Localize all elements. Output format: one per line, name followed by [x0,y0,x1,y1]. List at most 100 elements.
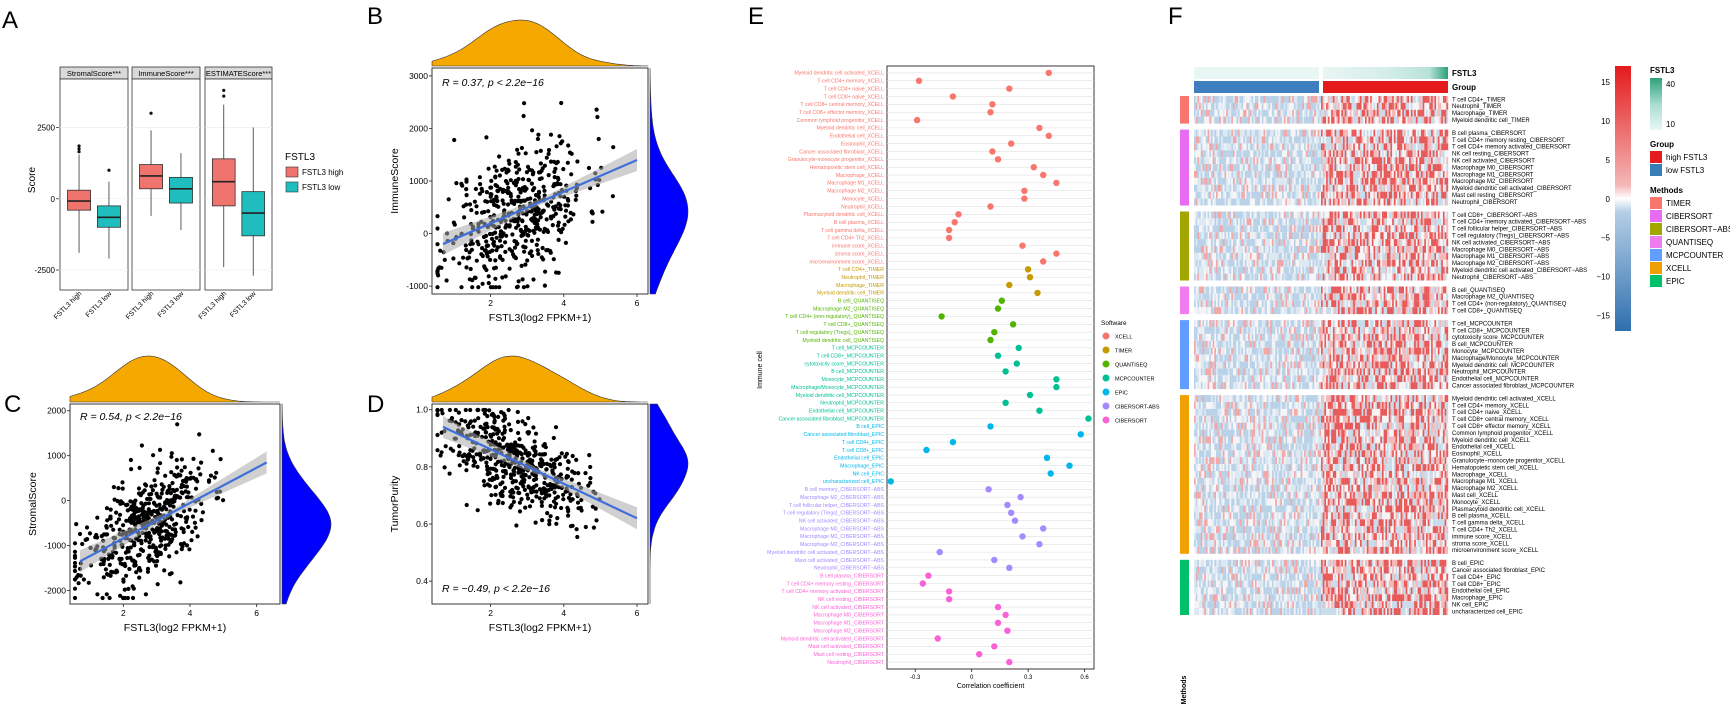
outlier-point [149,111,153,115]
correlation-point [1077,431,1085,438]
heatmap-cell [1376,143,1379,151]
scatter-point [516,194,521,199]
heatmap-cell [1312,225,1315,233]
heatmap-cell [1414,136,1417,144]
heatmap-cell [1288,218,1291,226]
heatmap-cell [1305,184,1308,192]
heatmap-cell [1402,171,1405,178]
scatter-point [488,185,493,190]
heatmap-cell [1321,143,1323,151]
heatmap-cell [1221,157,1223,165]
heatmap-cell [1283,164,1286,171]
heatmap-cell [1314,211,1317,219]
heatmap-cell [1373,184,1376,192]
heatmap-cell [1348,225,1350,233]
heatmap-cell [1241,136,1244,144]
stat-p: p < 2.2e−16 [493,583,550,595]
heatmap-cell [1387,232,1389,240]
heatmap-cell [1265,109,1268,117]
heatmap-cell [1417,232,1420,240]
heatmap-cell [1365,109,1367,117]
heatmap-cell [1226,211,1229,219]
heatmap-cell [1346,143,1349,151]
heatmap-cell [1214,136,1217,144]
heatmap-cell [1300,129,1303,137]
heatmap-cell [1251,218,1254,226]
box [67,189,92,211]
heatmap-cell [1380,129,1383,137]
heatmap-cell [1425,239,1428,246]
scatter-point [507,224,512,229]
heatmap-cell [1312,157,1315,165]
regression-line [442,158,638,246]
heatmap-cell [1441,129,1444,137]
heatmap-cell [1431,96,1433,103]
heatmap-cell [1265,232,1268,240]
heatmap-cell [1248,136,1251,144]
heatmap-row-label: NK cell resting_CIBERSORT [1452,152,1529,158]
heatmap-cell [1365,218,1367,226]
row-label: T cell CD4+ memory_XCELL [817,79,884,85]
heatmap-cell [1204,177,1207,185]
heatmap-cell [1420,191,1423,199]
scatter-point [115,499,120,504]
scatter-point [461,255,466,260]
heatmap-cell [1197,129,1200,137]
heatmap-cell [1290,211,1293,219]
heatmap-cell [1376,102,1379,110]
heatmap-cell [1204,232,1207,240]
heatmap-cell [1226,96,1229,103]
heatmap-row-label: T cell CD4+ memory activated_CIBERSORT−A… [1452,220,1586,226]
heatmap-cell [1290,171,1293,178]
correlation-point [1008,140,1015,147]
heatmap-cell [1282,177,1284,185]
stat-r: R = −0.49, [442,583,494,595]
correlation-point [989,101,996,108]
scatter-point [158,495,163,500]
heatmap-cell [1205,171,1208,178]
heatmap-cell [1202,211,1205,219]
heatmap-cell [1344,150,1347,158]
heatmap-cell [1310,198,1313,206]
heatmap-cell [1368,211,1371,219]
heatmap-cell [1436,225,1439,233]
scatter-point [170,497,175,503]
heatmap-cell [1370,109,1372,117]
scatter-point [520,218,525,223]
heatmap-cell [1402,136,1405,144]
heatmap-cell [1365,150,1367,158]
heatmap-cell [1334,102,1337,110]
heatmap-cell [1392,239,1395,246]
scatter-point [481,456,486,461]
y-tick-label: 3000 [409,71,428,81]
heatmap-cell [1429,150,1432,158]
heatmap-cell [1302,157,1305,165]
heatmap-cell [1378,239,1381,246]
heatmap-cell [1293,225,1296,233]
outlier-point [77,150,81,154]
heatmap-cell [1280,171,1283,178]
heatmap-cell [1297,239,1300,246]
heatmap-cell [1276,184,1279,192]
heatmap-cell [1199,218,1201,226]
scatter-point [107,562,112,568]
heatmap-cell [1412,96,1415,103]
heatmap-cell [1390,129,1393,137]
heatmap-cell [1439,177,1442,185]
heatmap-cell [1302,136,1305,144]
heatmap-cell [1370,164,1372,171]
heatmap-cell [1414,184,1417,192]
heatmap-cell [1292,239,1295,246]
heatmap-cell [1366,116,1369,124]
legend-dot [1102,360,1110,368]
scatter-point [563,203,568,208]
heatmap-cell [1324,184,1327,192]
scatter-point [567,150,573,155]
heatmap-cell [1392,177,1395,185]
heatmap-cell [1234,143,1237,151]
row-label: Monocyte_MCPCOUNTER [821,377,884,383]
scatter-point [114,550,119,555]
scatter-point [468,242,473,247]
heatmap-cell [1412,177,1415,185]
heatmap-cell [1309,143,1312,151]
